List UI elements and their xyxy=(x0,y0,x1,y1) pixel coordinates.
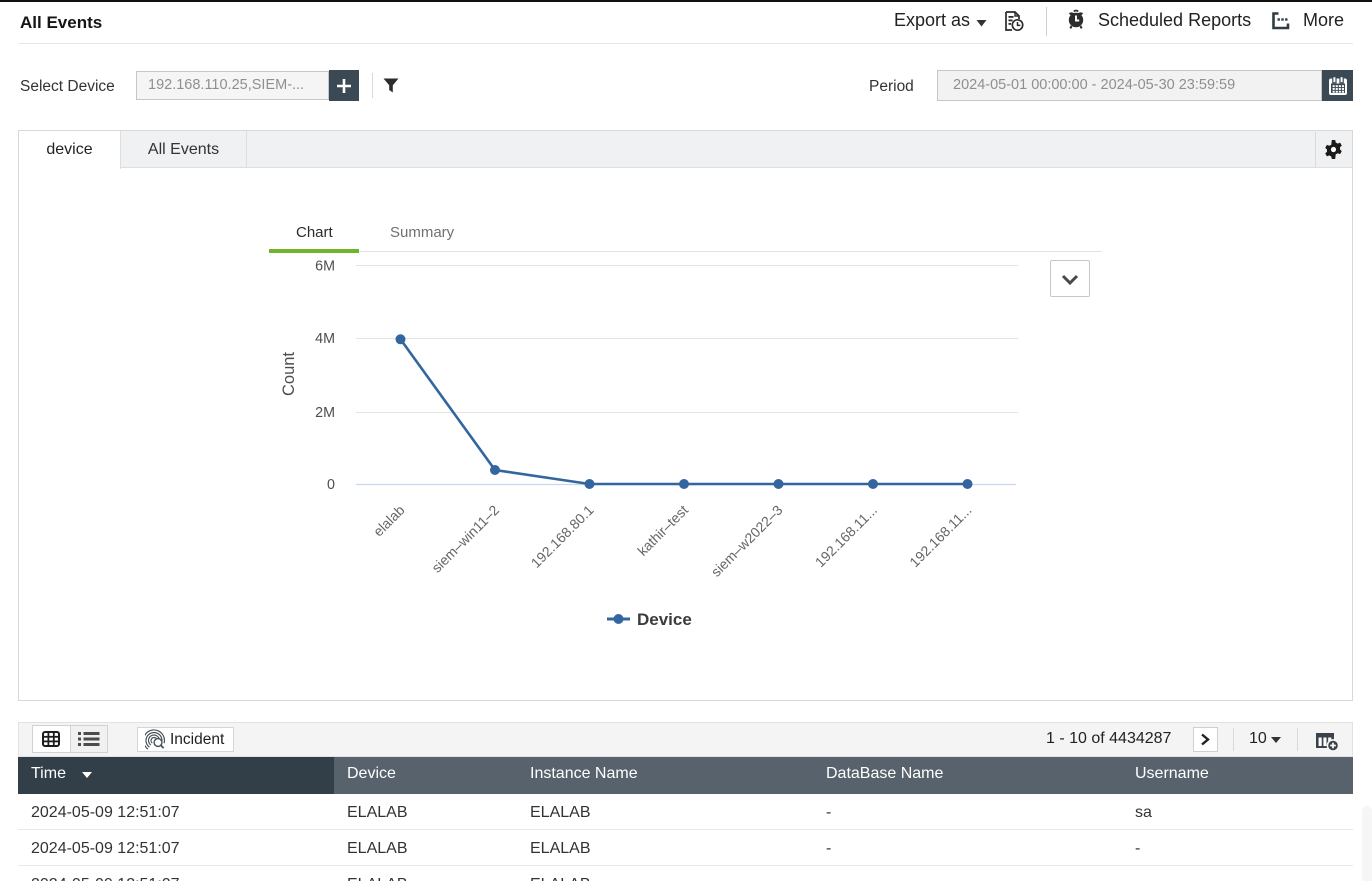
svg-text:4M: 4M xyxy=(315,331,335,347)
svg-text:elalab: elalab xyxy=(370,502,408,540)
svg-text:192.168.11...: 192.168.11... xyxy=(906,502,974,570)
svg-text:192.168.11...: 192.168.11... xyxy=(812,502,880,570)
svg-text:6M: 6M xyxy=(315,258,335,274)
svg-text:2M: 2M xyxy=(315,405,335,421)
svg-text:Device: Device xyxy=(637,610,692,629)
svg-text:0: 0 xyxy=(327,477,335,493)
svg-text:siem–win11–2: siem–win11–2 xyxy=(428,502,502,576)
svg-text:kathir–test: kathir–test xyxy=(634,502,691,559)
svg-text:192.168.80.1: 192.168.80.1 xyxy=(528,502,597,571)
svg-text:Count: Count xyxy=(280,352,298,396)
svg-text:siem–w2022–3: siem–w2022–3 xyxy=(708,502,786,580)
